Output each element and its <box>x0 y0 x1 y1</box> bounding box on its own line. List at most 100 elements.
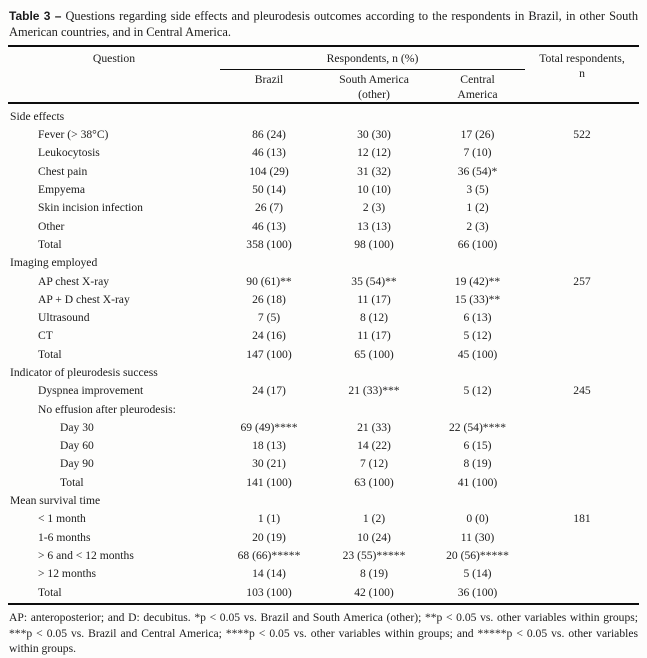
table-row: Chest pain 104 (29) 31 (32) 36 (54)* <box>8 162 639 180</box>
value-cell-central-america: 15 (33)** <box>454 292 501 306</box>
value-cell-south-america: 10 (10) <box>357 183 391 197</box>
value-cell-central-america: 1 (2) <box>466 201 489 215</box>
table-row: Total 141 (100) 63 (100) 41 (100) <box>8 473 639 491</box>
table-row: Other 46 (13) 13 (13) 2 (3) <box>8 217 639 235</box>
table-row: Fever (> 38°C) 86 (24) 30 (30) 17 (26) 522 <box>8 125 639 143</box>
total-cell: 181 <box>573 512 591 526</box>
value-cell-south-america: 11 (17) <box>357 329 391 343</box>
value-cell-south-america: 8 (19) <box>359 567 388 581</box>
value-cell-south-america: 35 (54)** <box>351 274 397 288</box>
value-cell-south-america: 42 (100) <box>354 585 394 599</box>
row-label: 1-6 months <box>38 530 91 544</box>
value-cell-central-america: 0 (0) <box>466 512 489 526</box>
row-label: > 6 and < 12 months <box>38 548 134 562</box>
table-header: Question Respondents, n (%) Brazil South… <box>8 47 639 105</box>
row-label: Skin incision infection <box>38 201 143 215</box>
value-cell-brazil: 26 (7) <box>254 201 283 215</box>
section-label: Imaging employed <box>10 256 98 270</box>
value-cell-central-america: 5 (14) <box>463 567 492 581</box>
header-respondents-group: Respondents, n (%) Brazil South America … <box>220 52 525 102</box>
table-row: 1-6 months 20 (19) 10 (24) 11 (30) <box>8 528 639 546</box>
data-table: Question Respondents, n (%) Brazil South… <box>8 45 639 606</box>
value-cell-brazil: 24 (17) <box>252 384 286 398</box>
row-label: Day 90 <box>60 457 94 471</box>
value-cell-central-america: 6 (13) <box>463 311 492 325</box>
header-col-south-america-other: South America (other) <box>339 73 409 101</box>
value-cell-south-america: 13 (13) <box>357 219 391 233</box>
value-cell-brazil: 20 (19) <box>252 530 286 544</box>
row-label: Total <box>60 475 84 489</box>
value-cell-south-america: 23 (55)***** <box>342 548 406 562</box>
table-row: Leukocytosis 46 (13) 12 (12) 7 (10) <box>8 144 639 162</box>
value-cell-central-america: 3 (5) <box>466 183 489 197</box>
value-cell-brazil: 7 (5) <box>257 311 281 325</box>
section-row: Side effects <box>8 107 639 125</box>
table-row: AP chest X-ray 90 (61)** 35 (54)** 19 (42)*… <box>8 272 639 290</box>
value-cell-brazil: 141 (100) <box>246 475 292 489</box>
table-row: Day 60 18 (13) 14 (22) 6 (15) <box>8 437 639 455</box>
total-cell: 257 <box>573 274 591 288</box>
table-row: > 6 and < 12 months 68 (66)***** 23 (55)**… <box>8 546 639 564</box>
header-col-central-america: Central America <box>457 73 498 101</box>
value-cell-central-america: 5 (12) <box>463 329 492 343</box>
total-cell: 522 <box>573 128 591 142</box>
section-row: Mean survival time <box>8 491 639 509</box>
value-cell-south-america: 30 (30) <box>357 128 391 142</box>
value-cell-brazil: 86 (24) <box>252 128 286 142</box>
value-cell-brazil: 358 (100) <box>246 237 292 251</box>
value-cell-south-america: 63 (100) <box>354 475 394 489</box>
value-cell-brazil: 50 (14) <box>252 183 286 197</box>
value-cell-central-america: 36 (54)* <box>457 164 498 178</box>
row-label: Chest pain <box>38 164 88 178</box>
table-row: > 12 months 14 (14) 8 (19) 5 (14) <box>8 565 639 583</box>
row-label: > 12 months <box>38 567 97 581</box>
value-cell-brazil: 103 (100) <box>246 585 292 599</box>
table-row: Skin incision infection 26 (7) 2 (3) 1 (2) <box>8 199 639 217</box>
value-cell-brazil: 90 (61)** <box>246 274 292 288</box>
value-cell-central-america: 66 (100) <box>457 237 498 251</box>
table-row: Day 90 30 (21) 7 (12) 8 (19) <box>8 455 639 473</box>
value-cell-south-america: 10 (24) <box>357 530 391 544</box>
row-label: CT <box>38 329 53 343</box>
value-cell-south-america: 21 (33) <box>357 420 391 434</box>
row-label: Total <box>38 237 62 251</box>
value-cell-central-america: 2 (3) <box>466 219 489 233</box>
table-row: AP + D chest X-ray 26 (18) 11 (17) 15 (33)*… <box>8 290 639 308</box>
table-row: Empyema 50 (14) 10 (10) 3 (5) <box>8 180 639 198</box>
header-total-respondents: Total respondents, n <box>525 52 639 102</box>
table-row: Ultrasound 7 (5) 8 (12) 6 (13) <box>8 308 639 326</box>
value-cell-central-america: 11 (30) <box>460 530 495 544</box>
row-label: Dyspnea improvement <box>38 384 144 398</box>
value-cell-south-america: 2 (3) <box>362 201 386 215</box>
value-cell-brazil: 68 (66)***** <box>237 548 301 562</box>
value-cell-brazil: 69 (49)**** <box>240 420 298 434</box>
value-cell-central-america: 22 (54)**** <box>449 420 506 434</box>
table-row: Total 358 (100) 98 (100) 66 (100) <box>8 235 639 253</box>
value-cell-central-america: 7 (10) <box>463 146 492 160</box>
row-label: AP chest X-ray <box>38 274 110 288</box>
value-cell-south-america: 7 (12) <box>359 457 388 471</box>
row-label: Total <box>38 585 62 599</box>
header-total-respondents-label: Total respondents, n <box>539 52 625 80</box>
header-col-brazil: Brazil <box>254 73 284 87</box>
table-row: Total 147 (100) 65 (100) 45 (100) <box>8 345 639 363</box>
row-label: Total <box>38 347 62 361</box>
table-row: < 1 month 1 (1) 1 (2) 0 (0) 181 <box>8 510 639 528</box>
row-label: Fever (> 38°C) <box>38 128 109 142</box>
row-label: Ultrasound <box>38 311 90 325</box>
row-label: < 1 month <box>38 512 86 526</box>
table-row: CT 24 (16) 11 (17) 5 (12) <box>8 327 639 345</box>
value-cell-south-america: 1 (2) <box>362 512 386 526</box>
table-row: Day 30 69 (49)**** 21 (33) 22 (54)**** <box>8 418 639 436</box>
value-cell-central-america: 5 (12) <box>463 384 492 398</box>
row-label: Day 30 <box>60 420 94 434</box>
section-row: Imaging employed <box>8 254 639 272</box>
value-cell-south-america: 8 (12) <box>359 311 388 325</box>
value-cell-central-america: 6 (15) <box>463 439 492 453</box>
row-label: Empyema <box>38 183 86 197</box>
value-cell-central-america: 36 (100) <box>457 585 498 599</box>
section-label: Side effects <box>10 109 65 123</box>
value-cell-brazil: 26 (18) <box>252 292 286 306</box>
value-cell-south-america: 12 (12) <box>357 146 391 160</box>
